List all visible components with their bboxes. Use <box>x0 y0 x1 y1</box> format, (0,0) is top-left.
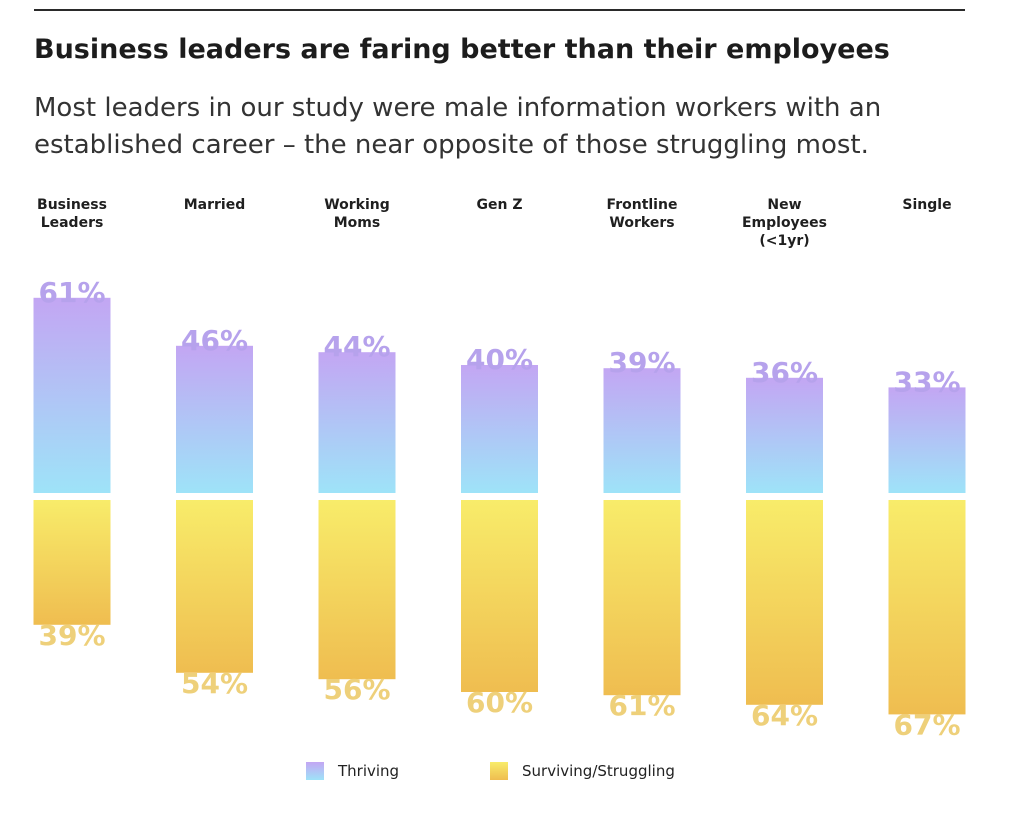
category-label: Single <box>902 197 951 213</box>
struggling-value-label: 60% <box>466 686 533 719</box>
thriving-value-label: 36% <box>751 356 818 389</box>
category-label: Frontline Workers <box>607 197 678 231</box>
thriving-value-label: 39% <box>608 346 675 379</box>
thriving-bar <box>746 377 823 493</box>
thriving-bar <box>888 387 966 493</box>
struggling-value-label: 67% <box>893 708 960 741</box>
struggling-bar <box>461 500 538 692</box>
category-label: Gen Z <box>477 197 523 213</box>
struggling-value-label: 39% <box>38 619 105 652</box>
thriving-value-label: 40% <box>466 343 533 376</box>
thriving-value-label: 44% <box>323 330 390 363</box>
category-label: New Employees (<1yr) <box>742 197 827 249</box>
struggling-bar <box>888 500 966 715</box>
thriving-value-label: 33% <box>893 365 960 398</box>
struggling-bar <box>33 500 111 625</box>
chart-title: Business leaders are faring better than … <box>34 34 890 65</box>
thriving-swatch <box>306 762 324 780</box>
legend-struggling-label: Surviving/Struggling <box>522 762 675 780</box>
thriving-bar <box>318 352 396 493</box>
category-label: Business Leaders <box>37 197 107 231</box>
struggling-value-label: 54% <box>181 667 248 700</box>
struggling-bar <box>746 500 823 705</box>
legend-thriving-label: Thriving <box>338 762 400 780</box>
struggling-bar <box>603 500 681 696</box>
struggling-bar <box>318 500 396 680</box>
thriving-value-label: 46% <box>181 324 248 357</box>
thriving-value-label: 61% <box>38 276 105 309</box>
thriving-bar <box>176 345 253 493</box>
struggling-value-label: 64% <box>751 699 818 732</box>
struggling-swatch <box>490 762 508 780</box>
struggling-value-label: 56% <box>323 673 390 706</box>
category-label: Working Moms <box>324 197 390 231</box>
struggling-value-label: 61% <box>608 689 675 722</box>
thriving-bar <box>603 368 681 493</box>
chart-subtitle: Most leaders in our study were male info… <box>34 93 882 160</box>
struggling-bar <box>176 500 253 673</box>
thriving-bar <box>461 365 538 493</box>
legend-struggling: Surviving/Struggling <box>490 762 675 780</box>
category-label: Married <box>184 197 246 213</box>
thriving-bar <box>33 297 111 493</box>
top-rule <box>34 9 965 11</box>
legend-thriving: Thriving <box>306 762 399 780</box>
